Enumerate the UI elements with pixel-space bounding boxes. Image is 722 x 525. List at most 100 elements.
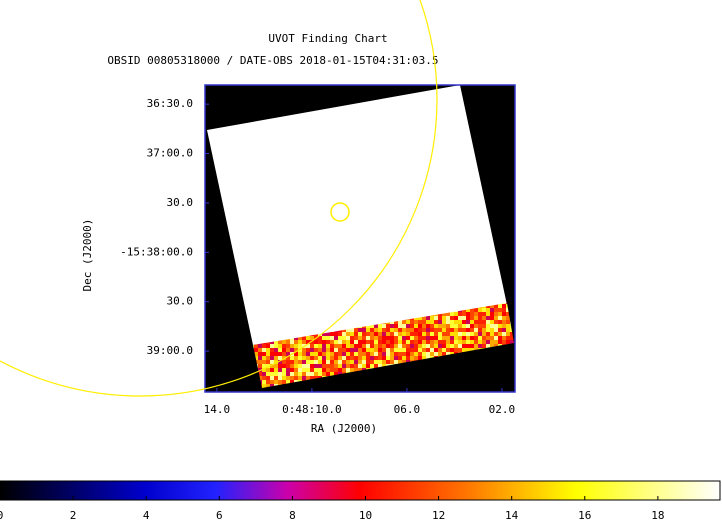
- pixel: [362, 332, 366, 336]
- pixel: [370, 344, 374, 348]
- pixel: [490, 320, 494, 324]
- pixel: [298, 368, 302, 372]
- pixel: [430, 320, 434, 324]
- pixel: [278, 380, 282, 384]
- colorbar-tick-label: 0: [0, 509, 3, 521]
- pixel: [302, 356, 306, 360]
- pixel: [290, 356, 294, 360]
- pixel: [282, 372, 286, 376]
- pixel: [494, 340, 498, 344]
- pixel: [406, 356, 410, 360]
- pixel: [270, 376, 274, 380]
- pixel: [374, 340, 378, 344]
- pixel: [294, 360, 298, 364]
- pixel: [486, 312, 490, 316]
- pixel: [398, 348, 402, 352]
- pixel: [306, 364, 310, 368]
- pixel: [434, 332, 438, 336]
- pixel: [410, 348, 414, 352]
- pixel: [450, 324, 454, 328]
- pixel: [322, 336, 326, 340]
- pixel: [318, 344, 322, 348]
- pixel: [262, 356, 266, 360]
- pixel: [446, 324, 450, 328]
- pixel: [342, 348, 346, 352]
- pixel: [506, 332, 510, 336]
- pixel: [338, 348, 342, 352]
- pixel: [506, 336, 510, 340]
- pixel: [278, 348, 282, 352]
- pixel: [446, 340, 450, 344]
- pixel: [442, 340, 446, 344]
- pixel: [398, 340, 402, 344]
- pixel: [406, 340, 410, 344]
- pixel: [298, 356, 302, 360]
- pixel: [462, 332, 466, 336]
- pixel: [426, 336, 430, 340]
- pixel: [354, 348, 358, 352]
- pixel: [282, 352, 286, 356]
- pixel: [502, 336, 506, 340]
- pixel: [506, 320, 510, 324]
- pixel: [490, 308, 494, 312]
- pixel: [294, 368, 298, 372]
- pixel: [446, 320, 450, 324]
- pixel: [458, 344, 462, 348]
- pixel: [458, 320, 462, 324]
- pixel: [290, 364, 294, 368]
- pixel: [258, 364, 262, 368]
- pixel: [278, 344, 282, 348]
- pixel: [318, 372, 322, 376]
- pixel: [350, 364, 354, 368]
- pixel: [498, 340, 502, 344]
- pixel: [266, 380, 270, 384]
- pixel: [502, 320, 506, 324]
- pixel: [482, 340, 486, 344]
- pixel: [342, 344, 346, 348]
- pixel: [370, 348, 374, 352]
- pixel: [354, 360, 358, 364]
- pixel: [306, 372, 310, 376]
- pixel: [474, 328, 478, 332]
- pixel: [458, 336, 462, 340]
- pixel: [486, 316, 490, 320]
- pixel: [466, 320, 470, 324]
- pixel: [414, 324, 418, 328]
- pixel: [366, 340, 370, 344]
- pixel: [430, 340, 434, 344]
- pixel: [346, 356, 350, 360]
- pixel: [266, 368, 270, 372]
- pixel: [478, 320, 482, 324]
- pixel: [442, 316, 446, 320]
- pixel: [402, 332, 406, 336]
- chart-subtitle: OBSID 00805318000 / DATE-OBS 2018-01-15T…: [107, 54, 438, 67]
- pixel: [422, 332, 426, 336]
- pixel: [390, 340, 394, 344]
- pixel: [422, 340, 426, 344]
- pixel: [462, 316, 466, 320]
- pixel: [322, 348, 326, 352]
- pixel: [410, 352, 414, 356]
- pixel: [470, 340, 474, 344]
- pixel: [330, 352, 334, 356]
- pixel: [306, 376, 310, 380]
- pixel: [386, 344, 390, 348]
- pixel: [406, 336, 410, 340]
- pixel: [338, 356, 342, 360]
- pixel: [434, 336, 438, 340]
- pixel: [334, 360, 338, 364]
- x-tick-label: 02.0: [489, 403, 516, 416]
- pixel: [398, 324, 402, 328]
- y-tick-label: -15:38:00.0: [120, 245, 193, 258]
- pixel: [462, 328, 466, 332]
- pixel: [310, 372, 314, 376]
- pixel: [378, 336, 382, 340]
- exposure: [207, 85, 507, 345]
- colorbar-tick-label: 4: [143, 509, 150, 521]
- pixel: [346, 360, 350, 364]
- pixel: [326, 348, 330, 352]
- pixel: [298, 364, 302, 368]
- pixel: [502, 328, 506, 332]
- pixel: [486, 340, 490, 344]
- pixel: [470, 324, 474, 328]
